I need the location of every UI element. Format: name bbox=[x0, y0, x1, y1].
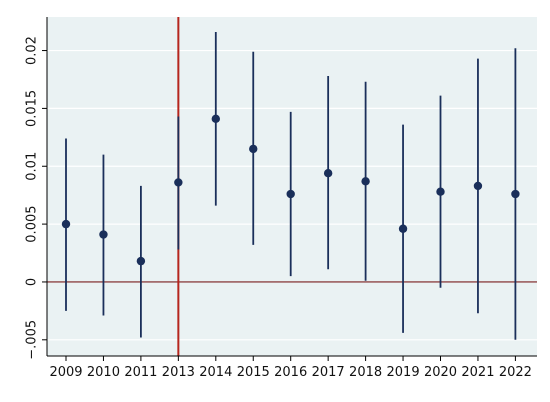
estimate-point-2011 bbox=[136, 256, 146, 266]
y-tick-label-2: 0.005 bbox=[25, 205, 40, 242]
estimate-point-2017 bbox=[323, 168, 333, 178]
estimate-point-2021 bbox=[473, 181, 483, 191]
estimate-point-2016 bbox=[286, 189, 295, 199]
x-tick-label-2021: 2021 bbox=[461, 365, 494, 380]
axes: −.005 0 0.005 0.01 0.015 0.02 2009 2010 2011 2013… bbox=[25, 17, 537, 380]
estimate-series bbox=[61, 32, 520, 340]
estimate-point-2019 bbox=[398, 224, 408, 233]
x-tick-label-2011: 2011 bbox=[124, 365, 157, 380]
x-tick-label-2017: 2017 bbox=[312, 365, 345, 380]
estimate-point-2018 bbox=[361, 177, 370, 186]
gridlines bbox=[47, 49, 537, 341]
y-tick-label-3: 0.01 bbox=[25, 152, 40, 181]
estimate-point-2015 bbox=[249, 144, 258, 154]
y-tick-label-4: 0.015 bbox=[25, 90, 40, 127]
estimate-point-2020 bbox=[436, 187, 445, 196]
estimate-point-2010 bbox=[99, 230, 108, 239]
x-tick-label-2022: 2022 bbox=[499, 365, 532, 380]
x-tick-label-2019: 2019 bbox=[387, 365, 420, 380]
estimate-point-2022 bbox=[511, 189, 520, 199]
estimate-point-2014 bbox=[211, 114, 220, 124]
x-tick-label-2013: 2013 bbox=[162, 365, 195, 380]
x-tick-label-2014: 2014 bbox=[199, 365, 232, 380]
x-tick-label-2009: 2009 bbox=[49, 365, 82, 380]
x-tick-label-2015: 2015 bbox=[237, 365, 270, 380]
estimate-point-2013 bbox=[174, 178, 183, 187]
y-tick-label-1: 0 bbox=[25, 278, 40, 286]
plot-area bbox=[47, 17, 537, 356]
x-tick-label-2010: 2010 bbox=[87, 365, 120, 380]
x-tick-label-2016: 2016 bbox=[274, 365, 307, 380]
y-tick-label-0: −.005 bbox=[25, 320, 40, 360]
y-tick-label-5: 0.02 bbox=[25, 36, 40, 65]
x-tick-label-2018: 2018 bbox=[349, 365, 382, 380]
estimate-point-2009 bbox=[61, 219, 71, 229]
x-tick-label-2020: 2020 bbox=[424, 365, 457, 380]
